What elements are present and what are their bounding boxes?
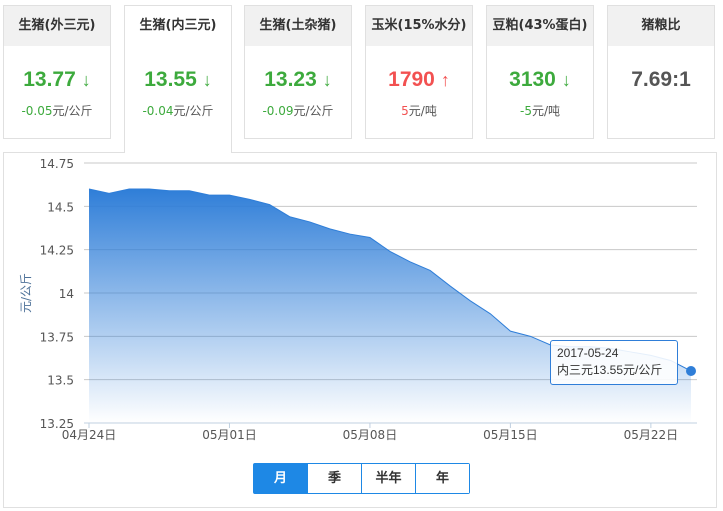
y-tick-label: 13.75: [40, 330, 74, 344]
range-halfyear-button[interactable]: 半年: [361, 464, 415, 493]
card-change: -0.04: [142, 104, 174, 118]
price-card[interactable]: 生猪(内三元) 13.55 ↓ -0.04元/公斤: [124, 5, 232, 153]
card-unit: 元/吨: [408, 104, 437, 118]
chart-panel: [3, 152, 717, 508]
y-axis-label: 元/公斤: [19, 273, 33, 313]
price-card[interactable]: 玉米(15%水分) 1790 ↑ 5元/吨: [365, 5, 473, 139]
card-unit: 元/吨: [531, 104, 560, 118]
card-value: 7.69:1: [631, 68, 691, 91]
price-card[interactable]: 豆粕(43%蛋白) 3130 ↓ -5元/吨: [486, 5, 594, 139]
x-tick-label: 05月08日: [343, 428, 398, 442]
x-tick-label: 05月22日: [624, 428, 679, 442]
y-tick-label: 13.25: [40, 417, 74, 431]
y-tick-label: 14.5: [47, 200, 74, 214]
tooltip-text: 内三元13.55元/公斤: [557, 363, 663, 377]
tooltip-date: 2017-05-24: [557, 346, 619, 360]
card-change: -5: [519, 104, 532, 118]
card-change: -0.09: [262, 104, 294, 118]
card-title: 玉米(15%水分): [366, 6, 472, 46]
chart-tooltip: 2017-05-24 内三元13.55元/公斤: [550, 340, 678, 385]
card-unit: 元/公斤: [293, 104, 334, 118]
y-tick-label: 14.25: [40, 244, 74, 258]
range-year-button[interactable]: 年: [415, 464, 469, 493]
x-tick-label: 05月01日: [202, 428, 257, 442]
arrow-up-icon: ↑: [440, 70, 450, 90]
card-unit: 元/公斤: [173, 104, 214, 118]
range-month-button[interactable]: 月: [254, 464, 307, 493]
card-title: 生猪(内三元): [125, 6, 231, 46]
card-value: 13.77: [23, 68, 76, 91]
card-value: 13.55: [144, 68, 197, 91]
arrow-down-icon: ↓: [202, 70, 212, 90]
card-value: 13.23: [264, 68, 317, 91]
arrow-down-icon: ↓: [322, 70, 332, 90]
card-value: 3130: [509, 68, 556, 91]
card-title: 生猪(外三元): [4, 6, 110, 46]
data-point[interactable]: [686, 366, 696, 376]
y-tick-label: 13.5: [47, 374, 74, 388]
y-tick-label: 14: [59, 287, 74, 301]
series-area: [89, 189, 691, 423]
card-value: 1790: [388, 68, 435, 91]
card-unit: 元/公斤: [52, 104, 93, 118]
x-tick-label: 05月15日: [483, 428, 538, 442]
price-card[interactable]: 猪粮比 7.69:1: [607, 5, 715, 139]
y-tick-label: 14.75: [40, 157, 74, 171]
price-card[interactable]: 生猪(土杂猪) 13.23 ↓ -0.09元/公斤: [244, 5, 352, 139]
card-change: -0.05: [21, 104, 53, 118]
range-quarter-button[interactable]: 季: [307, 464, 361, 493]
card-title: 猪粮比: [608, 6, 714, 46]
x-tick-label: 04月24日: [62, 428, 117, 442]
card-change: 5: [401, 104, 409, 118]
range-selector: 月 季 半年 年: [253, 463, 470, 494]
card-title: 豆粕(43%蛋白): [487, 6, 593, 46]
card-title: 生猪(土杂猪): [245, 6, 351, 46]
arrow-down-icon: ↓: [561, 70, 571, 90]
price-card[interactable]: 生猪(外三元) 13.77 ↓ -0.05元/公斤: [3, 5, 111, 139]
arrow-down-icon: ↓: [81, 70, 91, 90]
